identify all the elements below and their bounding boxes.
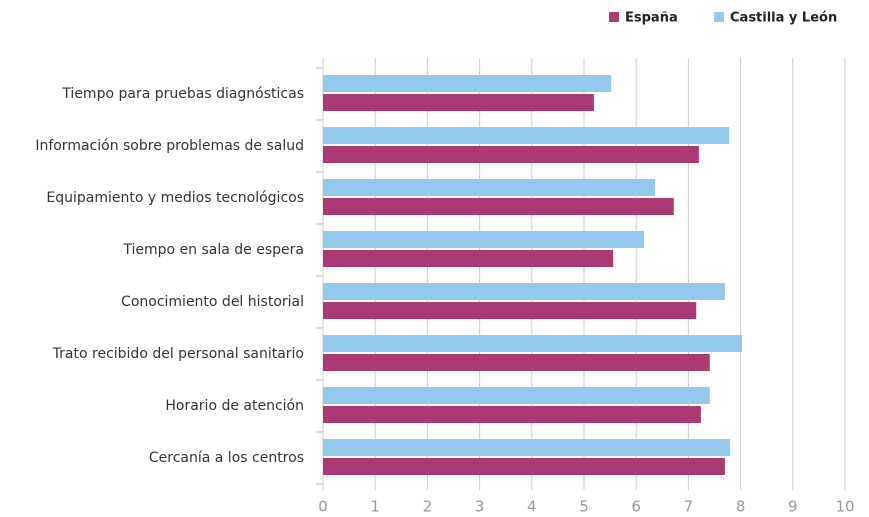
bar — [323, 302, 697, 319]
y-tick-label: Tiempo en sala de espera — [122, 242, 304, 258]
bar — [323, 250, 614, 267]
y-tick-label: Cercanía a los centros — [149, 450, 304, 466]
bar — [323, 179, 655, 196]
bar — [323, 146, 699, 163]
bar — [323, 231, 645, 248]
x-tick-label: 9 — [788, 498, 798, 516]
y-tick-label: Horario de atención — [165, 398, 304, 414]
bar — [323, 75, 612, 92]
x-tick-label: 2 — [423, 498, 433, 516]
y-tick-label: Información sobre problemas de salud — [35, 138, 304, 154]
x-tick-label: 3 — [475, 498, 485, 516]
bar — [323, 335, 743, 352]
bar — [323, 127, 730, 144]
bar — [323, 283, 725, 300]
x-tick-label: 6 — [631, 498, 641, 516]
legend-swatch — [609, 12, 619, 22]
x-tick-label: 4 — [527, 498, 537, 516]
legend-label: España — [625, 11, 678, 26]
bar — [323, 387, 710, 404]
x-tick-label: 5 — [579, 498, 589, 516]
legend-swatch — [714, 12, 724, 22]
bar — [323, 406, 701, 423]
x-tick-label: 8 — [736, 498, 746, 516]
x-tick-label: 1 — [370, 498, 380, 516]
bar — [323, 458, 725, 475]
x-tick-label: 0 — [318, 498, 328, 516]
y-tick-label: Tiempo para pruebas diagnósticas — [61, 86, 304, 102]
bar — [323, 198, 674, 215]
y-tick-label: Conocimiento del historial — [121, 294, 304, 310]
bar — [323, 94, 594, 111]
bar — [323, 354, 710, 371]
x-tick-label: 7 — [684, 498, 694, 516]
legend-label: Castilla y León — [730, 11, 837, 26]
bar — [323, 439, 731, 456]
y-tick-label: Trato recibido del personal sanitario — [52, 346, 304, 362]
x-tick-label: 10 — [835, 498, 854, 516]
y-tick-label: Equipamiento y medios tecnológicos — [46, 190, 304, 206]
